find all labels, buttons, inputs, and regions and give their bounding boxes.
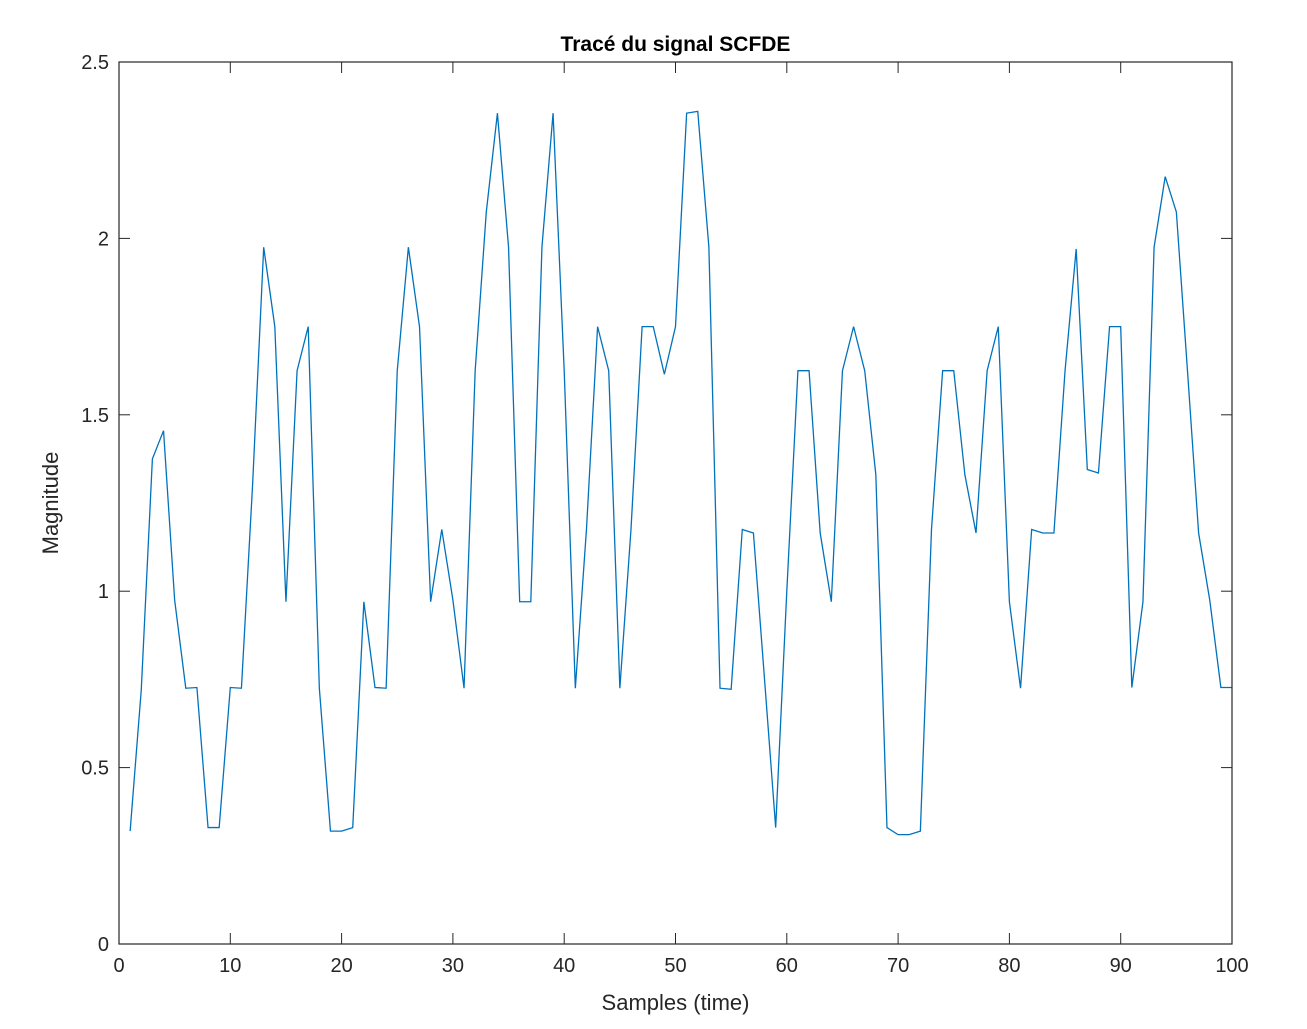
x-tick-label: 50 <box>664 955 686 977</box>
tick-labels-group: 0 10 20 30 40 50 60 70 80 90 100 0 0.5 1 1.5 2 2.5 <box>81 52 1249 977</box>
x-tick-label: 30 <box>442 955 464 977</box>
x-tick-label: 0 <box>113 955 124 977</box>
y-tick-label: 2.5 <box>81 52 109 74</box>
x-tick-label: 100 <box>1215 955 1248 977</box>
x-tick-label: 60 <box>776 955 798 977</box>
plot-area <box>119 62 1232 944</box>
y-tick-label: 1.5 <box>81 405 109 427</box>
axes-box <box>118 61 1233 945</box>
x-axis-label: Samples (time) <box>602 990 750 1015</box>
x-tick-label: 40 <box>553 955 575 977</box>
y-tick-label: 0.5 <box>81 758 109 780</box>
y-axis-label: Magnitude <box>38 452 63 555</box>
chart-title: Tracé du signal SCFDE <box>561 33 791 56</box>
x-tick-label: 70 <box>887 955 909 977</box>
x-tick-label: 90 <box>1110 955 1132 977</box>
signal-series-line <box>129 110 1232 836</box>
x-tick-label: 80 <box>998 955 1020 977</box>
x-tick-label: 10 <box>219 955 241 977</box>
x-tick-label: 20 <box>330 955 352 977</box>
y-tick-label: 1 <box>98 581 109 603</box>
y-tick-label: 0 <box>98 934 109 956</box>
y-tick-label: 2 <box>98 228 109 250</box>
